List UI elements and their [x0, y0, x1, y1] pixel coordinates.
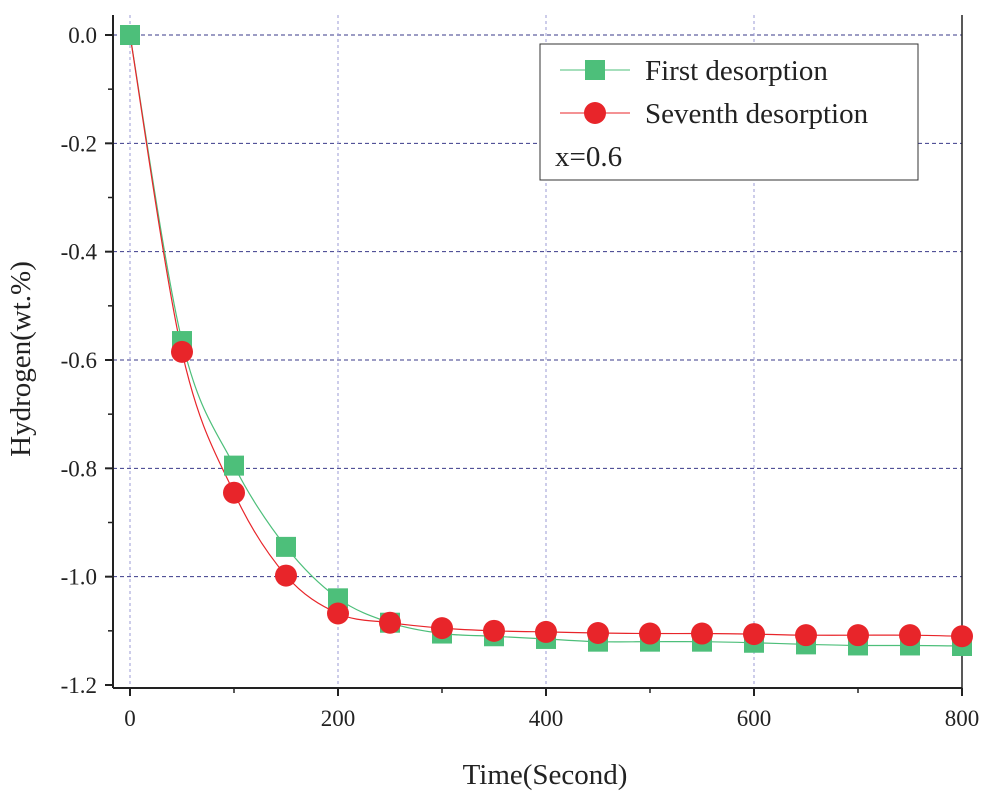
legend-label-seventh: Seventh desorption	[645, 98, 869, 130]
data-point-circle	[743, 623, 765, 646]
data-point-circle	[691, 622, 713, 645]
data-point-square	[328, 588, 348, 609]
annotation-x-value: x=0.6	[555, 141, 622, 173]
data-point-circle	[327, 602, 349, 625]
x-tick-label: 400	[529, 706, 564, 731]
legend-entry-first: First desorption	[560, 55, 828, 87]
legend-marker-seventh	[584, 102, 606, 124]
y-tick-label: -0.8	[61, 456, 97, 481]
legend-marker-first	[585, 60, 605, 80]
x-tick-label: 800	[945, 706, 980, 731]
data-point-circle	[431, 617, 453, 640]
data-point-circle	[171, 340, 193, 363]
data-point-circle	[379, 611, 401, 634]
y-tick-label: -1.2	[61, 673, 97, 698]
x-tick-label: 200	[321, 706, 356, 731]
y-tick-label: -0.4	[61, 240, 98, 265]
data-point-circle	[223, 481, 245, 504]
series	[120, 25, 973, 656]
legend: First desorption Seventh desorption x=0.…	[539, 43, 919, 181]
data-point-circle	[951, 625, 973, 648]
data-point-circle	[639, 622, 661, 645]
markers-seventh	[171, 340, 973, 648]
data-point-square	[224, 455, 244, 476]
x-tick-label: 0	[124, 706, 136, 731]
ticks: 0.0 -0.2 -0.4 -0.6 -0.8 -1.0 -1.2 0 200 400 600 800	[61, 23, 980, 731]
legend-entry-seventh: Seventh desorption	[560, 98, 869, 130]
data-point-circle	[483, 619, 505, 642]
data-point-square	[120, 25, 140, 45]
data-point-circle	[847, 624, 869, 647]
y-tick-label: -0.6	[61, 348, 97, 373]
x-tick-label: 600	[737, 706, 772, 731]
y-axis-label: Hydrogen(wt.%)	[5, 261, 37, 457]
y-tick-label: -1.0	[61, 565, 97, 590]
data-point-circle	[795, 624, 817, 647]
data-point-square	[276, 536, 296, 557]
data-point-circle	[899, 624, 921, 647]
data-point-circle	[587, 622, 609, 644]
legend-label-first: First desorption	[645, 55, 828, 87]
data-point-circle	[535, 620, 557, 643]
y-tick-label: 0.0	[68, 23, 97, 48]
x-axis-label: Time(Second)	[463, 759, 628, 791]
y-tick-label: -0.2	[61, 131, 97, 156]
data-point-circle	[275, 564, 297, 587]
